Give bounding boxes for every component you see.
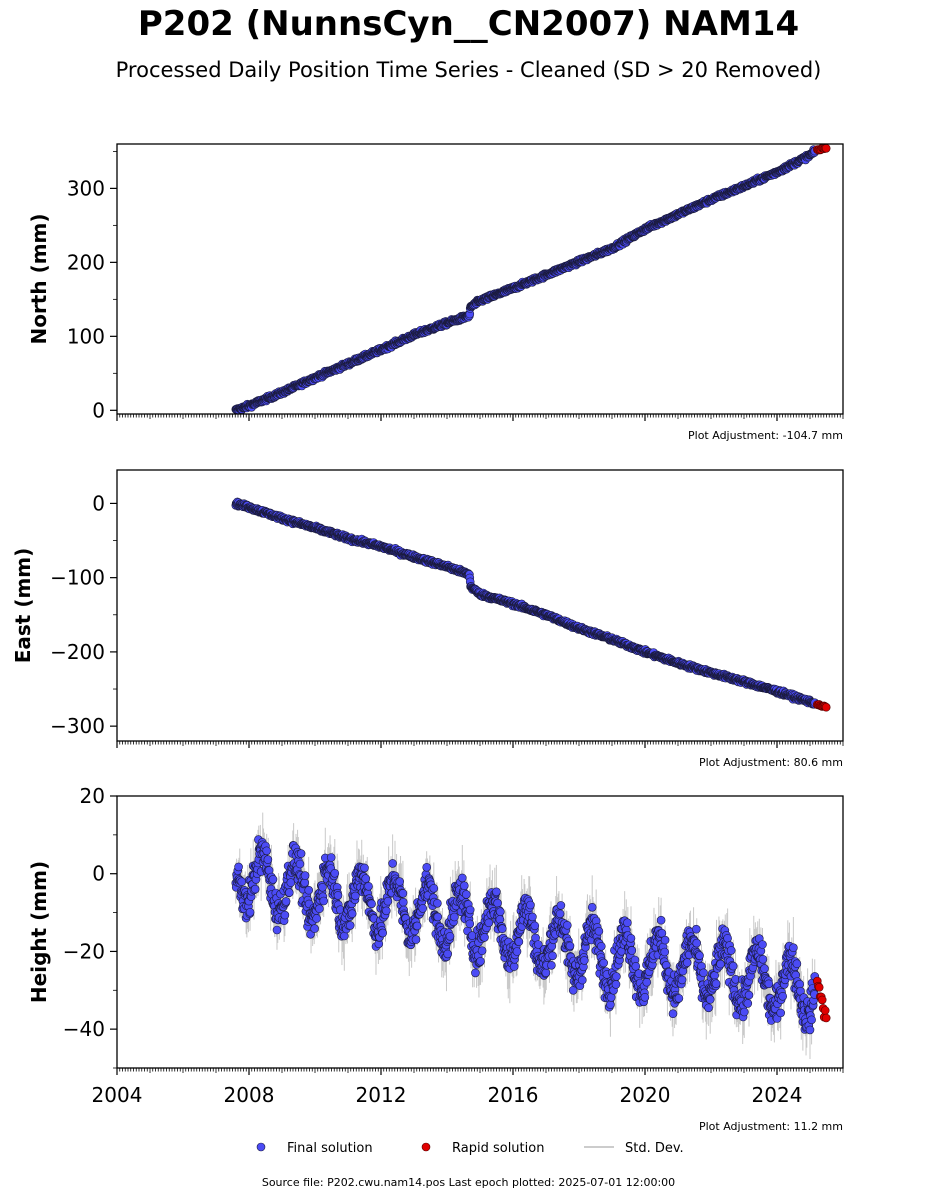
final-solution-points (231, 497, 820, 709)
x-axis-ticks (116, 741, 844, 748)
plot-frame (116, 469, 844, 742)
data-area (231, 812, 831, 1059)
data-area (231, 497, 831, 712)
panel-3: 2004 2008 2012 2016 2020 2024−40−20020Height … (27, 784, 844, 1133)
y-tick-label: −100 (50, 566, 105, 590)
rapid-solution-point (821, 144, 831, 153)
y-tick-label: 0 (92, 398, 105, 422)
y-tick-label: −300 (50, 714, 105, 738)
panel-1: 0 100 200 300 North (mm) Plot Adjustment: -10… (27, 143, 844, 442)
rapid-solution-points (812, 700, 831, 712)
y-tick-label: −200 (50, 640, 105, 664)
rapid-solution-points (812, 144, 831, 155)
y-tick-label: 300 (67, 176, 105, 200)
x-axis-ticks (116, 414, 844, 421)
y-tick-label: 0 (92, 491, 105, 515)
plot-adjustment-label: Plot Adjustment: 80.6 mm (699, 756, 843, 769)
y-axis-label: East (mm) (11, 548, 35, 664)
y-axis-ticks (110, 502, 117, 727)
y-tick-label: 100 (67, 324, 105, 348)
rapid-solution-point (821, 702, 831, 712)
y-axis-label: North (mm) (27, 213, 51, 344)
y-tick-label: 200 (67, 250, 105, 274)
final-solution-points (231, 145, 820, 414)
chart-subtitle: Processed Daily Position Time Series - C… (115, 58, 822, 82)
data-area (231, 144, 831, 414)
plot-adjustment-label: Plot Adjustment: -104.7 mm (688, 429, 843, 442)
y-axis-ticks (110, 150, 117, 411)
chart-title: P202 (NunnsCyn__CN2007) NAM14 (137, 4, 800, 44)
panel-2: −300 −200 −100 0 East (mm) Plot Adjustment: 8… (11, 469, 844, 769)
